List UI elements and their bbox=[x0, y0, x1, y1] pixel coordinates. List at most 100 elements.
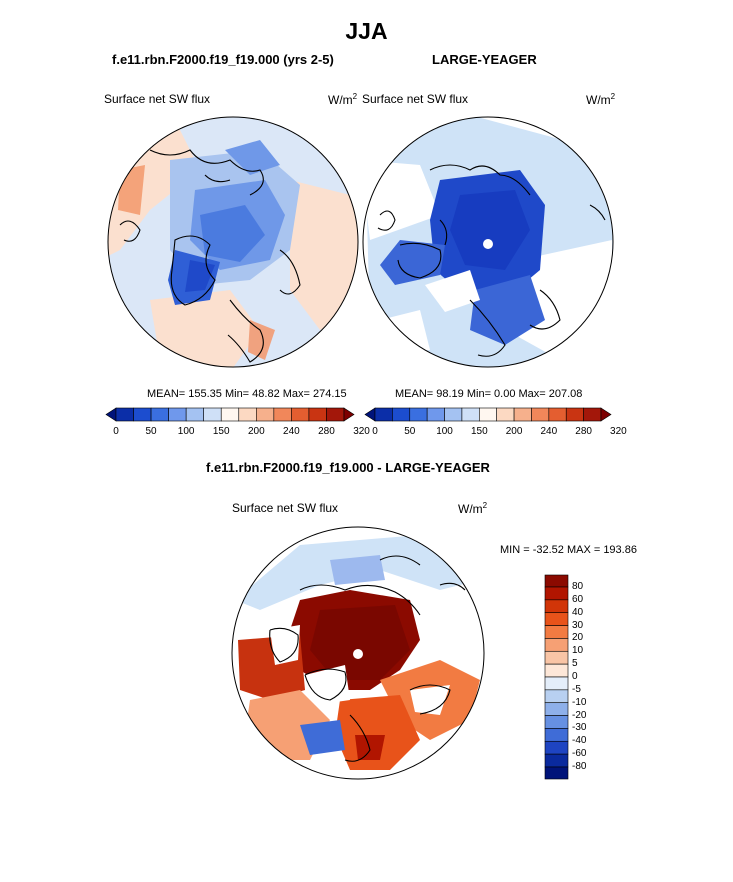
diff-panel-title: f.e11.rbn.F2000.f19_f19.000 - LARGE-YEAG… bbox=[206, 460, 490, 475]
right-colorbar-swatch-10 bbox=[531, 407, 550, 422]
right-colorbar-swatch-11 bbox=[548, 407, 567, 422]
right-colorbar-tick-label: 240 bbox=[540, 426, 558, 437]
left-colorbar-tick-label: 150 bbox=[212, 426, 230, 437]
diff-colorbar-label: 10 bbox=[572, 645, 584, 657]
diff-colorbar-label: -60 bbox=[572, 748, 587, 760]
diff-colorbar-label: -30 bbox=[572, 722, 587, 734]
left-colorbar-swatch-5 bbox=[185, 407, 204, 422]
right-colorbar-swatch-1 bbox=[374, 407, 393, 422]
left-colorbar-swatch-0 bbox=[105, 407, 117, 422]
diff-colorbar-swatch-13 bbox=[544, 740, 569, 755]
diff-colorbar-label: 5 bbox=[572, 658, 578, 670]
left-variable-label: Surface net SW flux bbox=[104, 92, 211, 106]
left-map-boundary bbox=[107, 116, 359, 368]
right-colorbar-swatch-7 bbox=[479, 407, 497, 422]
right-colorbar-tick-label: 320 bbox=[610, 426, 627, 437]
diff-variable-label: Surface net SW flux bbox=[232, 501, 339, 515]
diff-colorbar-swatch-8 bbox=[544, 676, 569, 691]
left-colorbar-tick-label: 280 bbox=[318, 426, 335, 437]
right-colorbar-swatch-13 bbox=[583, 407, 602, 422]
right-colorbar-swatch-6 bbox=[461, 407, 480, 422]
diff-colorbar-swatch-2 bbox=[544, 599, 569, 614]
left-colorbar-swatch-4 bbox=[168, 407, 187, 422]
diff-colorbar-swatch-15 bbox=[544, 766, 569, 780]
left-colorbar-swatch-1 bbox=[115, 407, 134, 422]
right-variable-label: Surface net SW flux bbox=[362, 92, 469, 106]
left-colorbar-swatch-8 bbox=[238, 407, 257, 422]
right-units-label: W/m2 bbox=[586, 92, 616, 107]
left-colorbar-tick-label: 50 bbox=[145, 426, 157, 437]
right-colorbar-swatch-14 bbox=[600, 407, 612, 422]
left-colorbar-swatch-12 bbox=[308, 407, 327, 422]
diff-colorbar-swatch-7 bbox=[544, 663, 569, 678]
diff-map-pole-marker bbox=[353, 649, 363, 659]
diff-map-boundary bbox=[231, 526, 485, 780]
diff-colorbar bbox=[544, 574, 569, 780]
diff-colorbar-label: 20 bbox=[572, 632, 584, 644]
figure-title: JJA bbox=[345, 18, 388, 44]
diff-colorbar-label: -80 bbox=[572, 761, 587, 772]
diff-colorbar-label: 80 bbox=[572, 581, 584, 592]
right-colorbar-swatch-3 bbox=[409, 407, 428, 422]
right-panel-title: LARGE-YEAGER bbox=[432, 52, 537, 67]
right-colorbar-tick-label: 0 bbox=[372, 426, 378, 437]
left-colorbar-swatch-11 bbox=[291, 407, 310, 422]
left-colorbar-tick-label: 100 bbox=[177, 426, 195, 437]
left-colorbar-swatch-6 bbox=[203, 407, 222, 422]
right-colorbar-tick-label: 200 bbox=[505, 426, 523, 437]
left-colorbar bbox=[105, 407, 355, 422]
left-stats: MEAN= 155.35 Min= 48.82 Max= 274.15 bbox=[147, 388, 347, 400]
right-colorbar-tick-label: 50 bbox=[404, 426, 416, 437]
diff-colorbar-swatch-14 bbox=[544, 753, 569, 768]
right-colorbar-swatch-0 bbox=[364, 407, 376, 422]
left-colorbar-swatch-14 bbox=[343, 407, 355, 422]
diff-colorbar-label: -20 bbox=[572, 709, 587, 721]
diff-stats: MIN = -32.52 MAX = 193.86 bbox=[500, 544, 637, 556]
diff-colorbar-swatch-1 bbox=[544, 586, 569, 601]
left-colorbar-swatch-7 bbox=[220, 407, 240, 422]
left-colorbar-swatch-13 bbox=[326, 407, 345, 422]
right-map-coastlines bbox=[377, 164, 606, 357]
diff-colorbar-swatch-0 bbox=[544, 574, 569, 588]
diff-colorbar-swatch-10 bbox=[544, 702, 569, 716]
diff-map-coastlines bbox=[269, 555, 466, 762]
left-colorbar-tick-label: 200 bbox=[247, 426, 265, 437]
left-panel-title: f.e11.rbn.F2000.f19_f19.000 (yrs 2-5) bbox=[112, 52, 334, 67]
right-map-boundary bbox=[362, 116, 614, 368]
diff-colorbar-label: 40 bbox=[572, 606, 584, 618]
diff-colorbar-label: 30 bbox=[572, 619, 584, 631]
right-colorbar-swatch-12 bbox=[565, 407, 584, 422]
left-colorbar-tick-label: 0 bbox=[113, 426, 119, 437]
right-colorbar-swatch-5 bbox=[444, 407, 463, 422]
left-units-label: W/m2 bbox=[328, 92, 358, 107]
diff-colorbar-swatch-6 bbox=[544, 650, 569, 665]
diff-colorbar-label: 0 bbox=[572, 671, 578, 682]
diff-colorbar-label: 60 bbox=[572, 593, 584, 605]
left-colorbar-swatch-9 bbox=[256, 407, 275, 422]
diff-colorbar-label: -10 bbox=[572, 696, 587, 708]
right-stats: MEAN= 98.19 Min= 0.00 Max= 207.08 bbox=[395, 388, 583, 400]
right-colorbar-swatch-4 bbox=[426, 407, 445, 422]
left-map-coastlines bbox=[119, 149, 301, 363]
left-colorbar-tick-label: 320 bbox=[353, 426, 370, 437]
right-colorbar-tick-label: 150 bbox=[470, 426, 488, 437]
diff-colorbar-swatch-9 bbox=[544, 689, 569, 704]
right-map-pole-marker bbox=[483, 239, 493, 249]
diff-colorbar-label: -40 bbox=[572, 735, 587, 747]
left-map-field bbox=[108, 117, 358, 367]
diff-colorbar-label: -5 bbox=[572, 683, 581, 695]
diff-colorbar-swatch-5 bbox=[544, 638, 569, 652]
right-colorbar-tick-label: 280 bbox=[575, 426, 592, 437]
diff-colorbar-swatch-12 bbox=[544, 728, 569, 742]
right-colorbar-swatch-9 bbox=[513, 407, 532, 422]
right-colorbar bbox=[364, 407, 612, 422]
diff-colorbar-swatch-4 bbox=[544, 625, 569, 639]
diff-units-label: W/m2 bbox=[458, 501, 488, 516]
diff-colorbar-swatch-3 bbox=[544, 612, 569, 626]
left-colorbar-swatch-10 bbox=[273, 407, 292, 422]
right-colorbar-swatch-8 bbox=[496, 407, 515, 422]
left-colorbar-swatch-2 bbox=[133, 407, 152, 422]
diff-colorbar-swatch-11 bbox=[544, 715, 569, 729]
right-colorbar-tick-label: 100 bbox=[436, 426, 453, 437]
